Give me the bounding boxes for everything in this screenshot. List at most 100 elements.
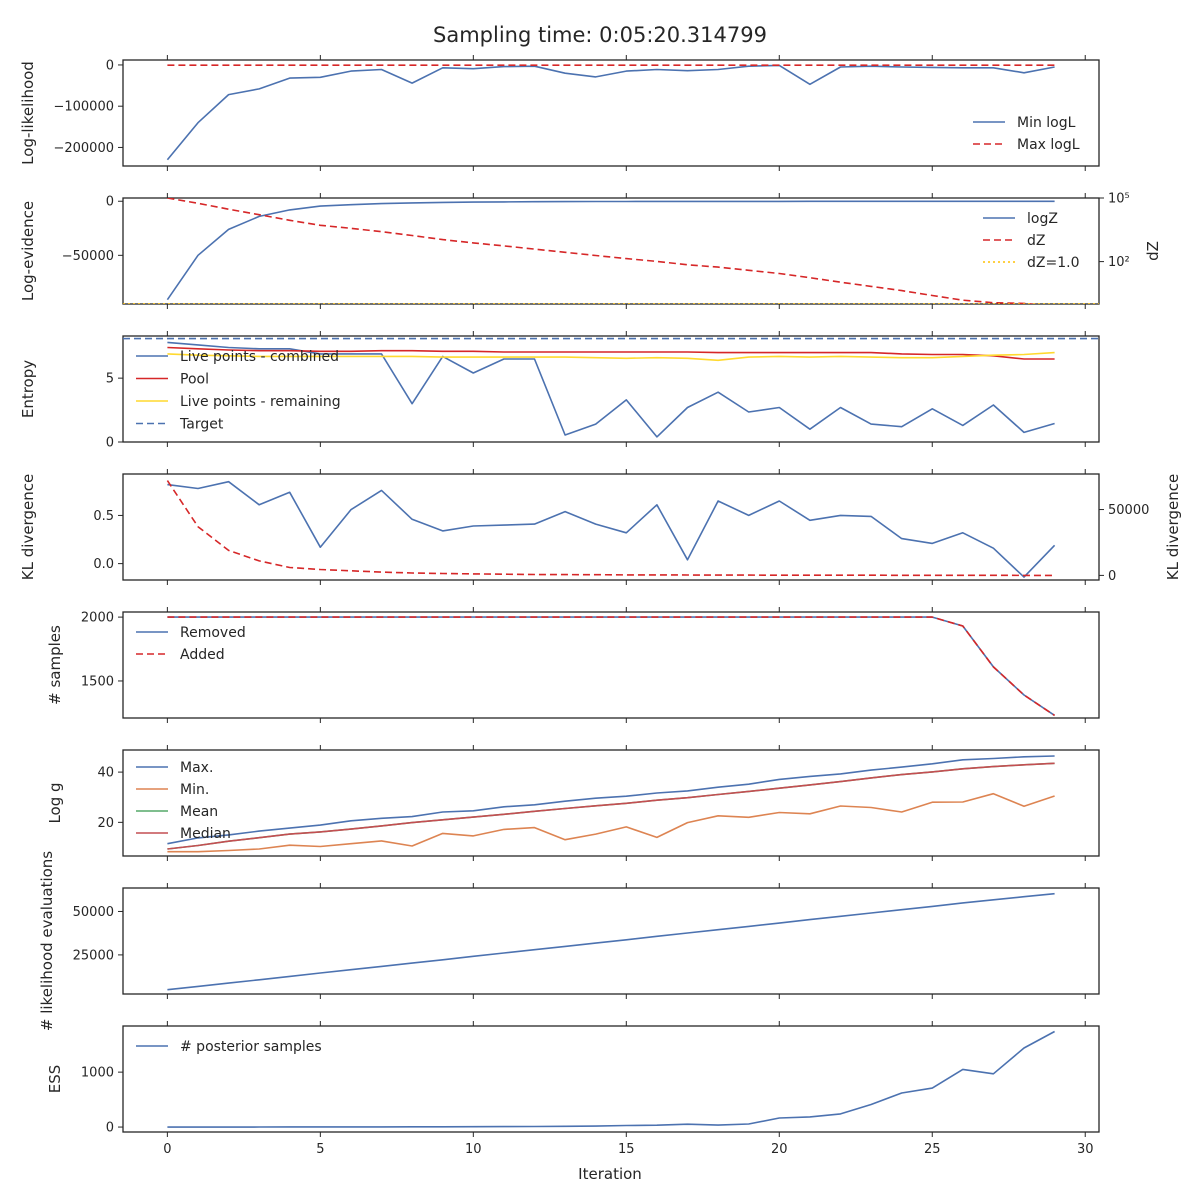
series-group xyxy=(167,755,1055,853)
panel-6: 40 20 Log g Max. Min. Mean Median xyxy=(46,745,1100,861)
series-line-1 xyxy=(167,1030,1055,1128)
series-line-3 xyxy=(167,351,1055,362)
panels: 0 −100000 −200000 Log-likelihood Min logL Max… xyxy=(19,55,1182,1157)
series-group xyxy=(166,64,1055,161)
panel-frame xyxy=(122,197,1100,305)
panel-1: 0 −100000 −200000 Log-likelihood Min logL Max… xyxy=(19,55,1100,171)
legend-label: logZ xyxy=(1027,211,1058,227)
series-group xyxy=(167,616,1056,717)
legend-label: Median xyxy=(180,826,231,842)
y-axis-label: # samples xyxy=(46,625,64,705)
panel-frame xyxy=(122,335,1100,443)
series-group xyxy=(123,337,1099,438)
series-line-2 xyxy=(167,198,1038,304)
legend-label: Pool xyxy=(180,372,209,388)
y2-tick-label: 0 xyxy=(1108,569,1116,584)
panel-5: 2000 1500 # samples Removed Added xyxy=(46,607,1100,723)
series-line-1 xyxy=(167,341,1055,438)
legend-label: Removed xyxy=(180,625,246,641)
panel-8: 0 5 10 15 20 25 30 1000 0 ESS # posterior samples xyxy=(46,1021,1100,1157)
panel-frame xyxy=(122,1025,1100,1133)
series-group xyxy=(167,1030,1055,1128)
legend-label: dZ xyxy=(1027,233,1045,249)
y-tick-label: −200000 xyxy=(53,141,114,156)
panel-frame xyxy=(122,887,1100,995)
x-tick-label: 5 xyxy=(316,1142,324,1157)
legend-label: Target xyxy=(179,417,224,433)
y-tick-label: 1000 xyxy=(81,1066,114,1081)
series-group xyxy=(123,198,1099,304)
y-axis-label: Log g xyxy=(46,782,64,823)
series-line-1 xyxy=(167,616,1056,717)
y2-tick-label: 10⁵ xyxy=(1108,192,1130,207)
series-line-2 xyxy=(167,792,1055,853)
x-tick-label: 20 xyxy=(771,1142,788,1157)
series-line-4 xyxy=(167,762,1055,850)
x-tick-label: 15 xyxy=(618,1142,635,1157)
series-line-1 xyxy=(167,892,1055,991)
y-tick-label: 1500 xyxy=(81,674,114,689)
y-tick-label: 0 xyxy=(106,195,114,210)
y-tick-label: 0.5 xyxy=(93,509,114,524)
y-tick-label: 20 xyxy=(97,816,114,831)
y-axis-label: KL divergence xyxy=(19,474,37,580)
y-axis-label: Log-evidence xyxy=(19,201,37,301)
y-tick-label: −100000 xyxy=(53,100,114,115)
x-tick-label: 25 xyxy=(924,1142,941,1157)
legend-label: Mean xyxy=(180,804,218,820)
y-tick-label: 0.0 xyxy=(93,557,114,572)
legend-label: dZ=1.0 xyxy=(1027,255,1079,271)
legend-label: Min logL xyxy=(1017,115,1076,131)
series-line-1 xyxy=(166,200,1055,301)
y-axis-label: Log-likelihood xyxy=(19,61,37,165)
y2-axis-label: dZ xyxy=(1144,241,1162,261)
series-line-2 xyxy=(167,346,1055,360)
legend-label: # posterior samples xyxy=(180,1039,322,1055)
series-line-1 xyxy=(167,755,1055,845)
series-group xyxy=(167,892,1055,991)
y-axis-label: # likelihood evaluations xyxy=(38,851,56,1031)
panel-7: 50000 25000 # likelihood evaluations xyxy=(38,851,1100,1031)
y-tick-label: −50000 xyxy=(62,249,114,264)
legend: Min logL Max logL xyxy=(973,115,1080,153)
legend-label: Min. xyxy=(180,782,209,798)
legend-label: Max. xyxy=(180,760,213,776)
legend: Max. Min. Mean Median xyxy=(136,760,231,842)
x-tick-label: 0 xyxy=(163,1142,171,1157)
legend: logZ dZ dZ=1.0 xyxy=(983,211,1079,271)
y-tick-label: 0 xyxy=(106,436,114,451)
legend: Removed Added xyxy=(136,625,246,663)
x-tick-label: 30 xyxy=(1077,1142,1094,1157)
panel-frame xyxy=(122,749,1100,857)
y2-tick-label: 10² xyxy=(1108,255,1130,270)
y-axis-label: ESS xyxy=(46,1065,64,1094)
y-axis-label: Entropy xyxy=(19,360,37,418)
legend-label: Added xyxy=(180,647,225,663)
legend: # posterior samples xyxy=(136,1039,322,1055)
y-tick-label: 25000 xyxy=(73,948,114,963)
panel-2: 0 −50000 10⁵ 10² Log-evidence dZ logZ dZ dZ=1.0 xyxy=(19,192,1162,309)
series-line-1 xyxy=(166,64,1055,161)
legend: Live points - combined Pool Live points - … xyxy=(136,349,341,433)
panel-4: 0.5 0.0 50000 0 KL divergence KL divergence xyxy=(19,469,1182,585)
series-line-2 xyxy=(166,480,1055,577)
y2-axis-label: KL divergence xyxy=(1164,474,1182,580)
y-tick-label: 50000 xyxy=(73,905,114,920)
series-line-1 xyxy=(167,480,1056,578)
series-group xyxy=(166,480,1056,578)
y-tick-label: 2000 xyxy=(81,611,114,626)
panel-frame xyxy=(122,59,1100,167)
legend-label: Live points - remaining xyxy=(180,394,341,410)
y-tick-label: 0 xyxy=(106,58,114,73)
legend-label: Max logL xyxy=(1017,137,1080,153)
legend-label: Live points - combined xyxy=(180,349,339,365)
panel-frame xyxy=(122,611,1100,719)
x-axis-label: Iteration xyxy=(578,1165,642,1183)
y-tick-label: 40 xyxy=(97,766,114,781)
figure-title: Sampling time: 0:05:20.314799 xyxy=(433,23,767,47)
y-tick-label: 5 xyxy=(106,372,114,387)
y-tick-label: 0 xyxy=(106,1121,114,1136)
panel-frame xyxy=(122,473,1100,581)
